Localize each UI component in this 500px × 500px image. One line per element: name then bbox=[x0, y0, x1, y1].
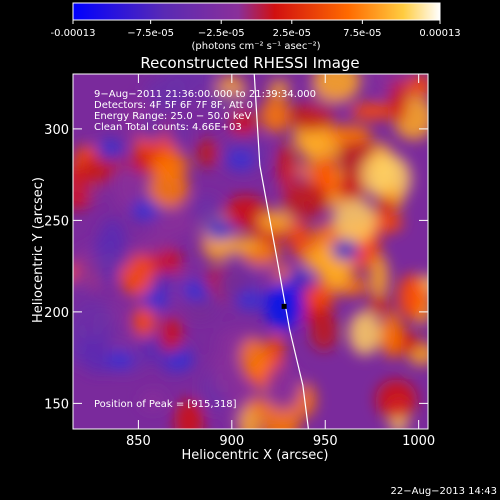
colorbar-tick-label: −7.5e-05 bbox=[127, 28, 174, 39]
y-tick-label: 250 bbox=[44, 214, 69, 229]
x-tick-label: 1000 bbox=[402, 434, 435, 449]
x-tick-label: 900 bbox=[219, 434, 244, 449]
chart-title: Reconstructed RHESSI Image bbox=[140, 54, 359, 72]
x-axis-label: Heliocentric X (arcsec) bbox=[182, 448, 329, 463]
y-tick-label: 200 bbox=[44, 306, 69, 321]
plot-frame bbox=[72, 73, 429, 430]
colorbar-ticks: -0.00013 −7.5e-05 −2.5e-05 2.5e-05 7.5e-05 0.… bbox=[51, 20, 461, 39]
colorbar bbox=[72, 2, 441, 21]
x-tick-label: 950 bbox=[313, 434, 338, 449]
colorbar-tick-label: −2.5e-05 bbox=[198, 28, 245, 39]
y-axis-label: Heliocentric Y (arcsec) bbox=[31, 177, 46, 323]
footer-date: 22−Aug−2013 14:43 bbox=[391, 486, 497, 497]
colorbar-tick-label: 0.00013 bbox=[419, 28, 460, 39]
colorbar-tick-label: 2.5e-05 bbox=[273, 28, 311, 39]
x-axis-ticks: 850 900 950 1000 bbox=[126, 74, 435, 449]
colorbar-tick-label: 7.5e-05 bbox=[343, 28, 381, 39]
y-tick-label: 300 bbox=[44, 123, 69, 138]
colorbar-unit-label: (photons cm⁻² s⁻¹ asec⁻²) bbox=[191, 41, 320, 52]
colorbar-tick-label: -0.00013 bbox=[51, 28, 96, 39]
annotation-clean: Clean Total counts: 4.66E+03 bbox=[94, 122, 242, 133]
peak-position-label: Position of Peak = [915,318] bbox=[94, 399, 237, 410]
annotation-detectors: Detectors: 4F 5F 6F 7F 8F, Att 0 bbox=[94, 100, 253, 111]
y-axis-ticks: 150 200 250 300 bbox=[44, 123, 428, 412]
annotation-time: 9−Aug−2011 21:36:00.000 to 21:39:34.000 bbox=[94, 89, 316, 100]
solar-limb-line bbox=[253, 74, 310, 429]
peak-marker bbox=[281, 303, 287, 309]
heatmap-image bbox=[73, 74, 428, 429]
y-tick-label: 150 bbox=[44, 397, 69, 412]
x-tick-label: 850 bbox=[126, 434, 151, 449]
annotation-energy: Energy Range: 25.0 − 50.0 keV bbox=[94, 111, 251, 122]
